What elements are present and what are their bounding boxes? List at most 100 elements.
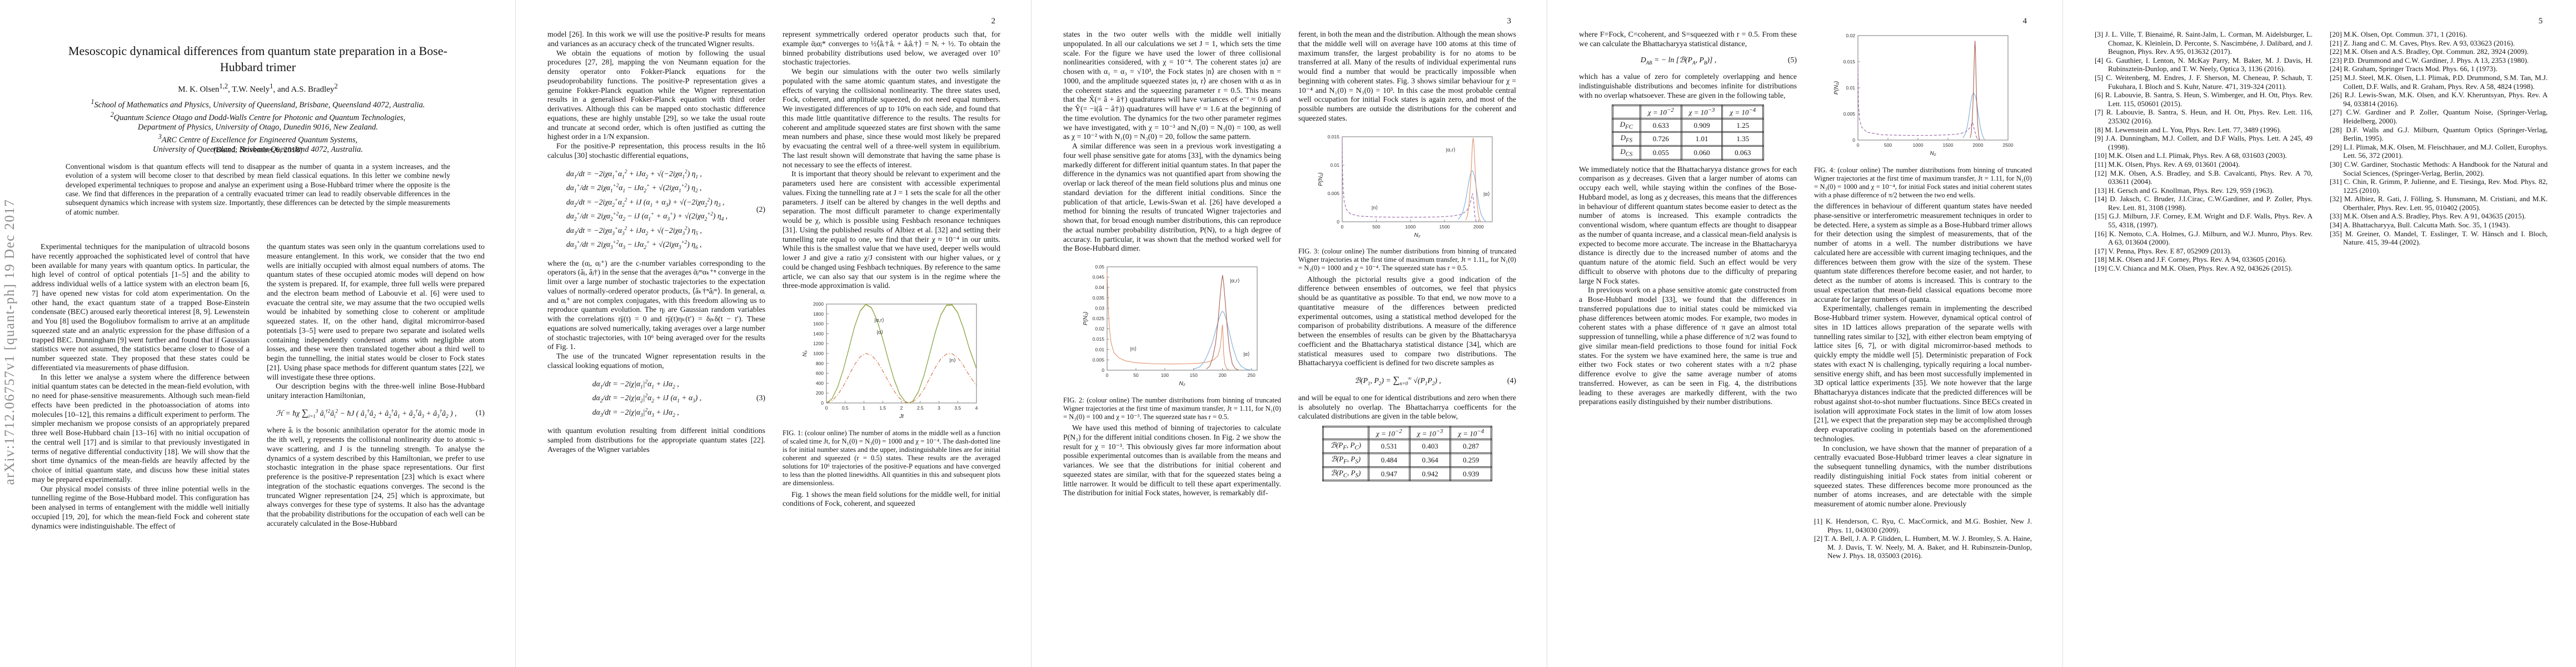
- svg-text:800: 800: [816, 361, 824, 366]
- svg-text:0: 0: [1106, 372, 1109, 378]
- svg-text:|α⟩: |α⟩: [1483, 191, 1490, 197]
- affiliations: 1School of Mathematics and Physics, Univ…: [36, 98, 480, 155]
- figure-4: 0 500 1000 1500 2000 2500 0 0.005 0.01 0.015 0.02 N…: [1814, 31, 2032, 200]
- equation-line: dα3/dt = −2iχα3+α32 + iJα2 + √(−2iχα32) …: [566, 225, 702, 236]
- reference-entry: [6] R. Labouvie, B. Santra, S. Heun, S. …: [2095, 91, 2313, 108]
- reference-entry: [24] R. Graham, Springer Tracts Mod. Phy…: [2330, 64, 2498, 73]
- svg-text:200: 200: [1219, 372, 1227, 378]
- svg-text:0.015: 0.015: [1328, 134, 1340, 140]
- page1-column-left: Experimental techniques for the manipula…: [32, 242, 250, 660]
- svg-text:|α⟩: |α⟩: [1243, 351, 1250, 357]
- equation-4-body: ℬ(P1, P2) = ∑n=0∞ √(P1P2) ,: [1354, 375, 1441, 386]
- equation-1-body: ℋ = ħχ ∑i=13 âi†2âi2 − ħJ ( â1†â2 + â2†â…: [276, 407, 457, 419]
- svg-text:0.05: 0.05: [1095, 264, 1104, 270]
- svg-text:500: 500: [1372, 224, 1380, 230]
- series-squeezed: [1206, 275, 1239, 371]
- paragraph: Experimental techniques for the manipula…: [32, 242, 250, 372]
- abstract: Conventional wisdom is that quantum effe…: [66, 162, 450, 216]
- reference-entry: [21] Z. Jiang and C. M. Caves, Phys. Rev…: [2330, 38, 2515, 47]
- page3-column-left: states in the two outer wells with the m…: [1063, 30, 1281, 659]
- chart-svg: 0 0.5 1 1.5 2 2.5 3 3.5 4 0 200 400 600 800 1000 1200 14…: [802, 301, 978, 420]
- reference-entry: [14] D. Jaksch, C. Bruder, J.I.Cirac, C.…: [2095, 195, 2313, 212]
- svg-text:100: 100: [1161, 372, 1169, 378]
- paragraph: where âᵢ is the bosonic annihilation ope…: [267, 426, 485, 527]
- paragraph: represent symmetrically ordered operator…: [783, 30, 1000, 67]
- reference-entry: [25] M.J. Steel, M.K. Olsen, L.I. Plimak…: [2330, 73, 2548, 91]
- table-value-cell: 0.403: [1408, 439, 1452, 454]
- svg-text:1500: 1500: [1439, 224, 1450, 230]
- svg-text:4: 4: [975, 405, 978, 411]
- page-number: 2: [991, 17, 996, 26]
- arxiv-watermark: arXiv:1712.06757v1 [quant-ph] 19 Dec 201…: [2, 198, 17, 485]
- svg-text:0: 0: [1337, 219, 1339, 225]
- svg-text:P(N₂): P(N₂): [1083, 312, 1089, 325]
- figure-2-chart: 0 50 100 150 200 250 0 0.005 0.01 0.015 0.02 0.025 0…: [1063, 262, 1281, 392]
- svg-text:150: 150: [1190, 372, 1198, 378]
- data-table: χ = 10−2 χ = 10−3 χ = 10−4 DFC 0.633 0.909 1.2…: [1611, 104, 1765, 161]
- table-value-cell: 0.909: [1680, 117, 1723, 133]
- reference-entry: [31] C. Chin, R. Grimm, P. Julienne, and…: [2330, 177, 2548, 195]
- svg-text:0: 0: [1852, 137, 1855, 143]
- svg-text:0.5: 0.5: [842, 405, 849, 411]
- series-coherent: [1458, 170, 1487, 222]
- svg-text:1600: 1600: [813, 321, 824, 327]
- figure-3-chart: 0 500 1000 1500 2000 0 0.005 0.01 0.015 N₂ P(N₂) |α…: [1298, 132, 1516, 243]
- paragraph: The use of the truncated Wigner represen…: [547, 352, 765, 370]
- table-header-cell: [1322, 425, 1369, 441]
- series-fock: [1857, 64, 1978, 141]
- reference-entry: [19] C.V. Chianca and M.K. Olsen, Phys. …: [2095, 264, 2293, 273]
- dated-line: (Dated: November 6, 2018): [213, 146, 303, 155]
- series-fock: [826, 353, 977, 404]
- svg-text:N₂: N₂: [802, 350, 808, 356]
- svg-text:0: 0: [1857, 142, 1860, 148]
- table-value-cell: 0.063: [1721, 145, 1765, 161]
- svg-text:0.01: 0.01: [1095, 347, 1104, 352]
- equation-4: ℬ(P1, P2) = ∑n=0∞ √(P1P2) , (4): [1298, 375, 1516, 387]
- svg-text:|α,r⟩: |α,r⟩: [874, 317, 884, 323]
- table-header-cell: χ = 10−4: [1721, 104, 1765, 120]
- equation-line: dα1+/dt = 2iχα1+2α1 − iJα2+ + √(2iχα1+2)…: [566, 182, 702, 193]
- table-value-cell: 0.259: [1449, 452, 1493, 468]
- figure-3-caption: FIG. 3: (colour online) The number distr…: [1298, 247, 1516, 272]
- reference-entry: [1] K. Henderson, C. Ryu, C. MacCormick,…: [1814, 516, 2032, 534]
- svg-text:|α,r⟩: |α,r⟩: [1446, 147, 1456, 153]
- series-fock: [1342, 137, 1477, 222]
- svg-text:|n⟩: |n⟩: [1372, 205, 1378, 211]
- table-value-cell: 0.287: [1449, 439, 1493, 454]
- page5-references-right: [20] M.K. Olsen, Opt. Commun. 371, 1 (20…: [2330, 30, 2548, 659]
- chart-svg: 0 50 100 150 200 250 0 0.005 0.01 0.015 0.02 0.025 0…: [1083, 264, 1258, 387]
- paragraph: model [26]. In this work we will use the…: [547, 30, 765, 48]
- svg-text:0.02: 0.02: [1095, 326, 1104, 332]
- series-coherent-pi2: [1962, 92, 1985, 141]
- svg-text:3: 3: [938, 405, 940, 411]
- equation-3-number: (3): [756, 394, 765, 402]
- equation-2: dα1/dt = −2iχα1+α12 + iJα2 + √(−2iχα12) …: [547, 167, 765, 252]
- svg-text:0.02: 0.02: [1846, 33, 1855, 38]
- table-row-label: ℬ(PF, PS): [1322, 452, 1369, 468]
- equation-line: dα2+/dt = 2iχα2+2α2 − iJ (α1+ + α3+) + √…: [566, 211, 728, 222]
- paragraph: Although the pictorial results give a go…: [1298, 275, 1516, 367]
- svg-text:1800: 1800: [813, 311, 824, 317]
- reference-entry: [11] M.K. Olsen, Phys. Rev. A 69, 013601…: [2095, 160, 2240, 168]
- table-header-cell: χ = 10−3: [1680, 104, 1723, 120]
- paragraph: with quantum evolution resulting from di…: [547, 426, 765, 454]
- figure-1-caption: FIG. 1: (colour online) The number of at…: [783, 429, 1000, 487]
- table-header-cell: χ = 10−4: [1449, 425, 1493, 441]
- reference-entry: [4] G. Gauthier, I. Lenton, N. McKay Par…: [2095, 56, 2313, 73]
- svg-text:|n⟩: |n⟩: [949, 357, 956, 364]
- svg-text:0: 0: [1102, 367, 1104, 373]
- svg-text:0.005: 0.005: [1093, 357, 1105, 362]
- page4-column-right: 0 500 1000 1500 2000 2500 0 0.005 0.01 0.015 0.02 N…: [1814, 30, 2032, 659]
- reference-entry: [15] G.J. Milburn, J.F. Corney, E.M. Wri…: [2095, 212, 2313, 230]
- svg-text:0.01: 0.01: [1330, 162, 1339, 168]
- paragraph: In previous work on a phase sensitive at…: [1579, 286, 1797, 406]
- paragraph: and will be equal to one for identical d…: [1298, 393, 1516, 421]
- svg-text:2.5: 2.5: [917, 405, 924, 411]
- svg-text:Jt: Jt: [899, 414, 904, 420]
- equation-1-number: (1): [475, 409, 485, 417]
- svg-text:1400: 1400: [813, 331, 824, 336]
- page-2: 2 model [26]. In this work we will use t…: [515, 0, 1031, 667]
- page2-column-right: represent symmetrically ordered operator…: [783, 30, 1000, 659]
- figure-3: 0 500 1000 1500 2000 0 0.005 0.01 0.015 N₂ P(N₂) |α…: [1298, 132, 1516, 273]
